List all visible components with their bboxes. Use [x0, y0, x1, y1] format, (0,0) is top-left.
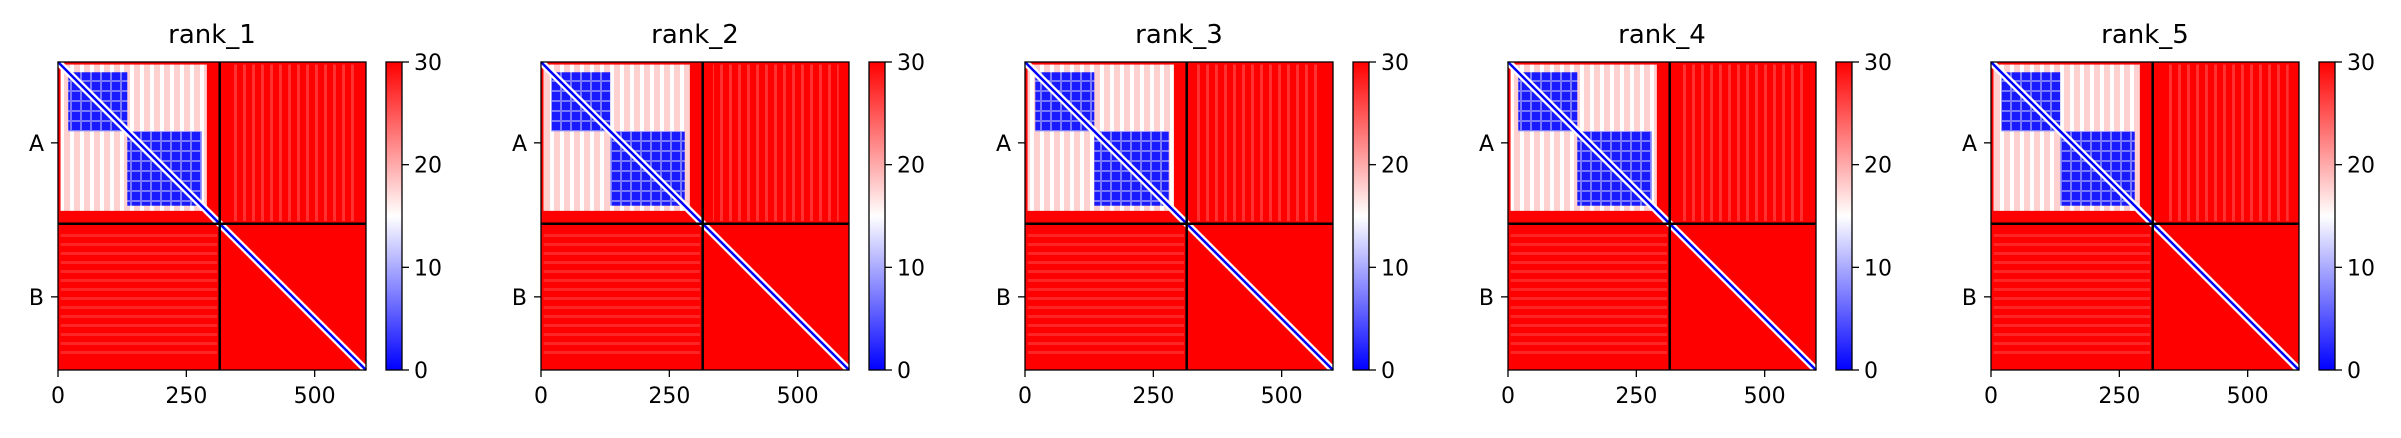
x-tick-label: 0 [51, 384, 65, 409]
chain-label: B [512, 286, 527, 311]
colorbar-tick-label: 30 [897, 51, 925, 76]
x-tick-label: 0 [1984, 384, 1998, 409]
x-tick-label: 500 [294, 384, 336, 409]
diagonal-line [57, 61, 367, 371]
diagonal-line [1507, 61, 1817, 371]
axes-frame [1990, 61, 2300, 371]
x-tick-label: 250 [2098, 384, 2140, 409]
axes-frame [57, 61, 367, 371]
panel-title: rank_1 [168, 20, 256, 50]
heatmap-panel: rank_3 0 250 500 A B 0 10 20 30 [996, 20, 1409, 409]
colorbar-tick-label: 20 [414, 154, 442, 179]
chain-label: A [1479, 132, 1494, 157]
chain-label: B [1479, 286, 1494, 311]
colorbar [1352, 61, 1370, 371]
x-tick-label: 500 [2227, 384, 2269, 409]
diagonal-line [540, 61, 850, 371]
chain-label: B [996, 286, 1011, 311]
inter-chain-texture [2162, 64, 2289, 222]
colorbar-tick-label: 20 [1864, 154, 1892, 179]
axes-frame [1507, 61, 1817, 371]
x-tick-label: 250 [165, 384, 207, 409]
colorbar-tick-label: 0 [414, 359, 428, 384]
heatmap-panel: rank_4 0 250 500 A B 0 10 20 30 [1479, 20, 1892, 409]
chain-label: A [512, 132, 527, 157]
inter-chain-texture [1027, 233, 1185, 360]
chain-label: A [996, 132, 1011, 157]
inter-chain-texture [543, 233, 701, 360]
colorbar-tick-label: 10 [1864, 256, 1892, 281]
inter-chain-texture [229, 64, 356, 222]
heatmap-panel: rank_2 0 250 500 A B 0 10 20 30 [512, 20, 925, 409]
colorbar-tick-label: 30 [2347, 51, 2375, 76]
inter-chain-texture [1679, 64, 1806, 222]
axes-frame [1024, 61, 1334, 371]
colorbar-tick-label: 20 [2347, 154, 2375, 179]
colorbar-tick-label: 30 [1864, 51, 1892, 76]
diagonal-line [1024, 61, 1334, 371]
x-tick-label: 250 [648, 384, 690, 409]
colorbar-tick-label: 30 [414, 51, 442, 76]
colorbar-tick-label: 30 [1381, 51, 1409, 76]
colorbar [385, 61, 403, 371]
chain-label: B [1962, 286, 1977, 311]
inter-chain-texture [712, 64, 839, 222]
panel-title: rank_5 [2101, 20, 2189, 50]
panel-title: rank_3 [1135, 20, 1223, 50]
colorbar-tick-label: 20 [897, 154, 925, 179]
x-tick-label: 250 [1132, 384, 1174, 409]
inter-chain-texture [1196, 64, 1323, 222]
x-tick-label: 0 [1018, 384, 1032, 409]
panel-title: rank_2 [651, 20, 739, 50]
x-tick-label: 500 [1744, 384, 1786, 409]
colorbar-tick-label: 0 [1864, 359, 1878, 384]
colorbar [868, 61, 886, 371]
x-tick-label: 500 [777, 384, 819, 409]
colorbar [1835, 61, 1853, 371]
x-tick-label: 250 [1615, 384, 1657, 409]
chain-label: A [1962, 132, 1977, 157]
diagonal-line [1990, 61, 2300, 371]
colorbar-tick-label: 20 [1381, 154, 1409, 179]
colorbar-tick-label: 0 [2347, 359, 2361, 384]
chain-label: A [29, 132, 44, 157]
x-tick-label: 500 [1261, 384, 1303, 409]
x-tick-label: 0 [1501, 384, 1515, 409]
x-tick-label: 0 [534, 384, 548, 409]
chain-label: B [29, 286, 44, 311]
inter-chain-texture [1510, 233, 1668, 360]
heatmap-panel: rank_5 0 250 500 A B 0 10 20 30 [1962, 20, 2375, 409]
axes-frame [540, 61, 850, 371]
colorbar-tick-label: 0 [1381, 359, 1395, 384]
colorbar-tick-label: 10 [2347, 256, 2375, 281]
colorbar-tick-label: 10 [414, 256, 442, 281]
colorbar-tick-label: 10 [1381, 256, 1409, 281]
colorbar-tick-label: 0 [897, 359, 911, 384]
inter-chain-texture [60, 233, 218, 360]
inter-chain-texture [1993, 233, 2151, 360]
heatmap-panel: rank_1 0 250 500 A B 0 10 20 30 [29, 20, 442, 409]
colorbar-tick-label: 10 [897, 256, 925, 281]
panel-title: rank_4 [1618, 20, 1706, 50]
colorbar [2318, 61, 2336, 371]
